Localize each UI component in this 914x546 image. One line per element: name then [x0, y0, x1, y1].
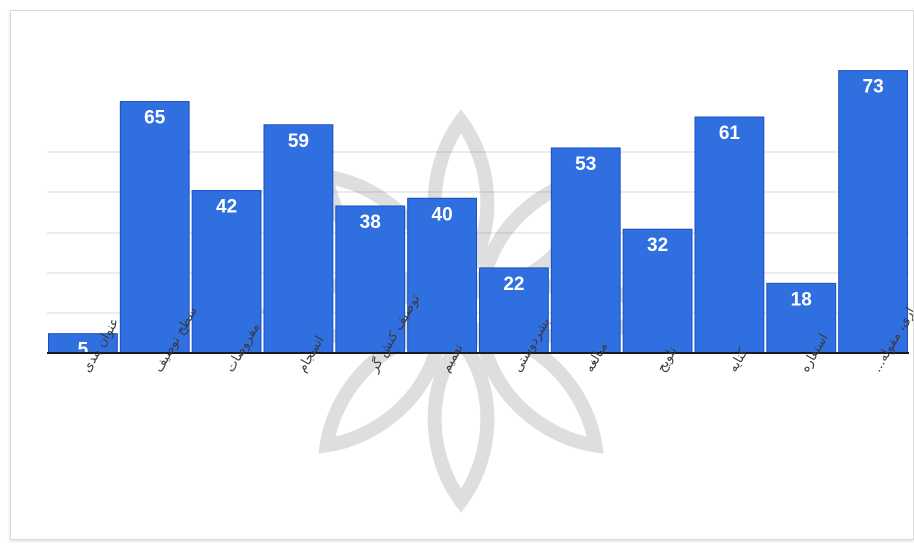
value-label: 59 [288, 131, 309, 152]
chart-frame: 5 65 42 59 38 40 22 53 32 61 18 73 عنوان بندی سطح تو… [10, 10, 914, 540]
gridlines [47, 151, 909, 314]
value-label: 5 [78, 340, 89, 361]
bar [335, 205, 406, 354]
value-label: 61 [719, 123, 741, 144]
value-label: 65 [144, 108, 166, 129]
value-label: 22 [503, 274, 524, 295]
bar [263, 124, 334, 354]
value-label: 42 [216, 197, 237, 218]
bar [191, 190, 262, 354]
bar [479, 267, 549, 354]
watermark-petal-shape [427, 329, 495, 513]
value-labels: 5 65 42 59 38 40 22 53 32 61 18 73 [78, 77, 884, 361]
value-label: 18 [791, 289, 812, 310]
watermark-petal [427, 329, 495, 513]
bar [694, 116, 765, 354]
value-label: 40 [432, 204, 453, 225]
value-label: 38 [360, 212, 381, 233]
value-label: 32 [647, 235, 668, 256]
bar [838, 70, 909, 354]
bar [766, 282, 837, 354]
value-label: 53 [575, 154, 596, 175]
bar [119, 101, 190, 354]
value-label: 73 [863, 77, 884, 98]
bars [48, 70, 909, 354]
bar [550, 147, 621, 354]
